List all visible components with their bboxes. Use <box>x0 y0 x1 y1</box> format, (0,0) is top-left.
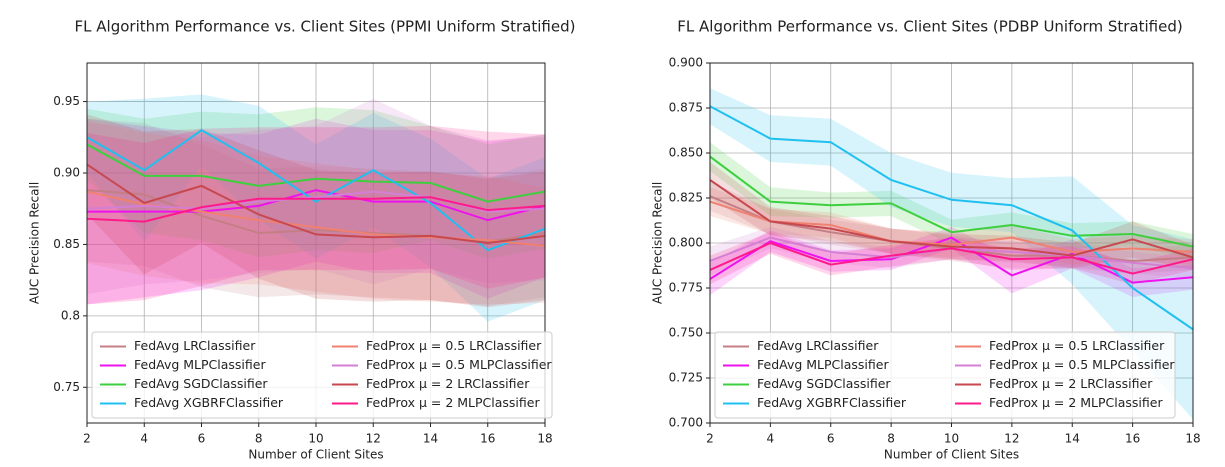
y-tick-label: 0.700 <box>669 416 703 430</box>
y-tick-label: 0.900 <box>669 56 703 70</box>
legend-box <box>714 331 1176 419</box>
legend-label: FedAvg XGBRFClassifier <box>134 395 284 410</box>
legend-label: FedAvg SGDClassifier <box>134 376 268 391</box>
x-axis-label: Number of Client Sites <box>884 448 1019 462</box>
y-axis-label: AUC Precision Recall <box>28 182 42 304</box>
x-tick-label: 6 <box>827 432 835 446</box>
x-tick-label: 18 <box>1185 432 1200 446</box>
legend-label: FedAvg MLPClassifier <box>134 357 266 372</box>
x-tick-label: 4 <box>767 432 775 446</box>
error-band <box>87 125 545 305</box>
x-tick-label: 10 <box>308 432 323 446</box>
series-line <box>710 200 1193 254</box>
x-tick-label: 16 <box>480 432 495 446</box>
y-tick-label: 0.85 <box>53 237 80 251</box>
legend-label: FedAvg LRClassifier <box>134 338 256 353</box>
error-band <box>710 181 1193 274</box>
error-band <box>710 162 1193 270</box>
series-line <box>87 143 545 203</box>
legend-label: FedProx μ = 2 LRClassifier <box>989 376 1153 391</box>
chart-title: FL Algorithm Performance vs. Client Site… <box>75 18 576 36</box>
series-line <box>710 236 1193 284</box>
x-tick-label: 10 <box>944 432 959 446</box>
y-tick-label: 0.90 <box>53 166 80 180</box>
axes-frame <box>86 62 546 424</box>
x-tick-label: 14 <box>423 432 438 446</box>
legend-label: FedAvg XGBRFClassifier <box>757 395 907 410</box>
y-tick-label: 0.95 <box>53 94 80 108</box>
legend-label: FedProx μ = 0.5 MLPClassifier <box>366 357 552 372</box>
error-band <box>87 114 545 308</box>
series-line <box>87 189 545 222</box>
error-band <box>87 120 545 305</box>
series-line <box>87 128 545 252</box>
y-tick-label: 0.75 <box>53 380 80 394</box>
legend-label: FedAvg SGDClassifier <box>757 376 891 391</box>
x-tick-label: 16 <box>1125 432 1140 446</box>
y-tick-label: 0.775 <box>669 281 703 295</box>
y-tick-label: 0.750 <box>669 326 703 340</box>
y-tick-label: 0.725 <box>669 371 703 385</box>
error-band <box>710 226 1193 279</box>
y-tick-label: 0.825 <box>669 191 703 205</box>
series-line <box>710 241 1193 275</box>
chart-title: FL Algorithm Performance vs. Client Site… <box>677 18 1182 36</box>
y-tick-label: 0.875 <box>669 101 703 115</box>
series-line <box>710 155 1193 248</box>
x-tick-label: 12 <box>366 432 381 446</box>
plot-area <box>710 88 1193 420</box>
x-tick-label: 6 <box>198 432 206 446</box>
y-tick-label: 0.800 <box>669 236 703 250</box>
x-tick-label: 4 <box>140 432 148 446</box>
error-band <box>710 226 1193 297</box>
error-band <box>87 94 545 322</box>
error-band <box>87 118 545 306</box>
x-tick-label: 8 <box>255 432 263 446</box>
series-line <box>710 179 1193 259</box>
x-tick-label: 8 <box>887 432 895 446</box>
axes-frame <box>709 62 1194 424</box>
y-axis-label: AUC Precision Recall <box>651 182 665 304</box>
legend-box <box>91 331 553 419</box>
x-tick-label: 14 <box>1065 432 1080 446</box>
x-tick-label: 12 <box>1004 432 1019 446</box>
legend-label: FedAvg MLPClassifier <box>757 357 889 372</box>
error-band <box>87 107 545 259</box>
x-tick-label: 2 <box>83 432 91 446</box>
y-tick-label: 0.850 <box>669 146 703 160</box>
series-line <box>87 196 545 223</box>
x-axis-label: Number of Client Sites <box>248 448 383 462</box>
legend-label: FedProx μ = 2 MLPClassifier <box>989 395 1163 410</box>
x-tick-label: 18 <box>537 432 552 446</box>
error-band <box>710 232 1193 285</box>
legend-label: FedProx μ = 2 MLPClassifier <box>366 395 540 410</box>
legend-label: FedAvg LRClassifier <box>757 338 879 353</box>
error-band <box>710 187 1193 265</box>
y-tick-label: 0.8 <box>61 308 80 322</box>
plot-area <box>87 94 545 322</box>
legend-label: FedProx μ = 2 LRClassifier <box>366 376 530 391</box>
legend-label: FedProx μ = 0.5 MLPClassifier <box>989 357 1175 372</box>
legend-label: FedProx μ = 0.5 LRClassifier <box>989 338 1165 353</box>
series-line <box>87 163 545 245</box>
legend-label: FedProx μ = 0.5 LRClassifier <box>366 338 542 353</box>
x-tick-label: 2 <box>706 432 714 446</box>
error-band <box>87 118 545 305</box>
